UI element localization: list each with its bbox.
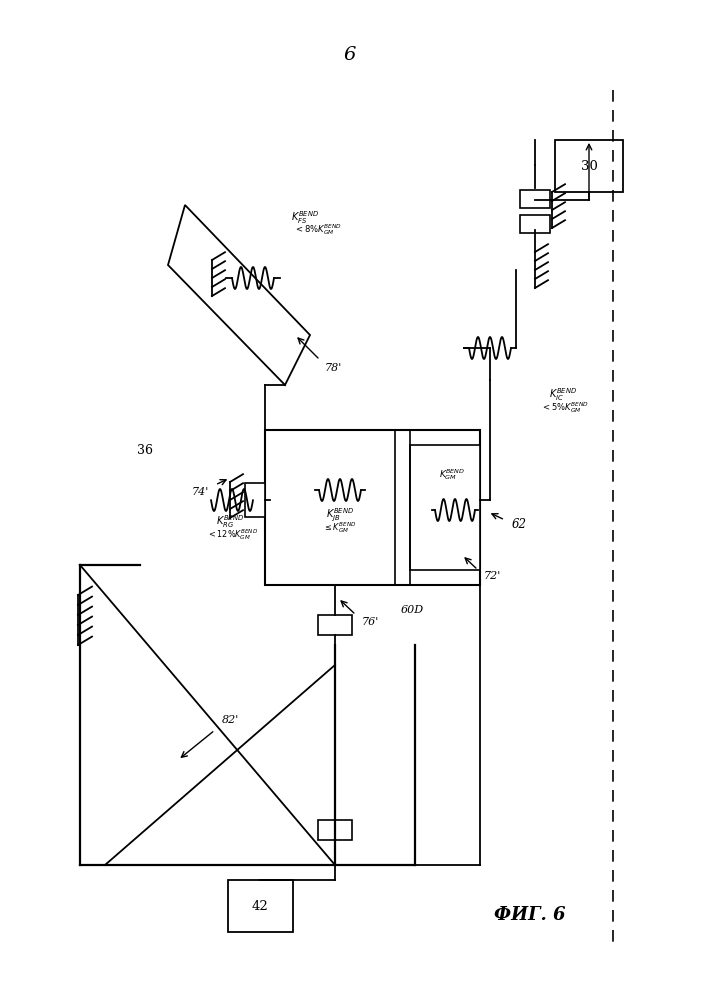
Text: $K_{JB}^{BEND}$: $K_{JB}^{BEND}$ xyxy=(326,506,354,524)
Text: 30: 30 xyxy=(581,159,598,172)
Bar xyxy=(265,430,480,585)
Text: $K_{RG}^{BEND}$: $K_{RG}^{BEND}$ xyxy=(216,514,244,530)
Text: 42: 42 xyxy=(252,900,269,912)
Text: 74': 74' xyxy=(191,487,209,497)
Text: 82': 82' xyxy=(221,715,238,725)
Text: 62: 62 xyxy=(512,518,527,530)
Text: $<12\%K_{GM}^{BEND}$: $<12\%K_{GM}^{BEND}$ xyxy=(207,528,259,542)
Text: $K_{FS}^{BEND}$: $K_{FS}^{BEND}$ xyxy=(291,210,319,226)
Text: $\leq K_{GM}^{BEND}$: $\leq K_{GM}^{BEND}$ xyxy=(323,521,356,535)
Text: $K_{IC}^{BEND}$: $K_{IC}^{BEND}$ xyxy=(549,387,577,403)
Text: 78': 78' xyxy=(324,363,342,373)
Text: 76': 76' xyxy=(361,617,379,627)
Bar xyxy=(318,615,352,635)
Text: $K_{GM}^{BEND}$: $K_{GM}^{BEND}$ xyxy=(439,468,465,482)
Polygon shape xyxy=(168,205,310,385)
Text: ФИГ. 6: ФИГ. 6 xyxy=(494,906,566,924)
Text: $<8\%K_{GM}^{BEND}$: $<8\%K_{GM}^{BEND}$ xyxy=(294,223,342,237)
Text: 60D: 60D xyxy=(401,605,424,615)
Bar xyxy=(318,820,352,840)
Bar xyxy=(245,483,265,517)
Text: 6: 6 xyxy=(344,46,356,64)
Bar xyxy=(555,140,623,192)
Text: 36: 36 xyxy=(137,444,153,456)
Bar xyxy=(520,190,550,208)
Text: $<5\%K_{GM}^{BEND}$: $<5\%K_{GM}^{BEND}$ xyxy=(541,401,589,415)
Text: 72': 72' xyxy=(484,571,501,581)
Bar xyxy=(410,445,480,570)
Bar xyxy=(520,215,550,233)
Bar xyxy=(228,880,293,932)
